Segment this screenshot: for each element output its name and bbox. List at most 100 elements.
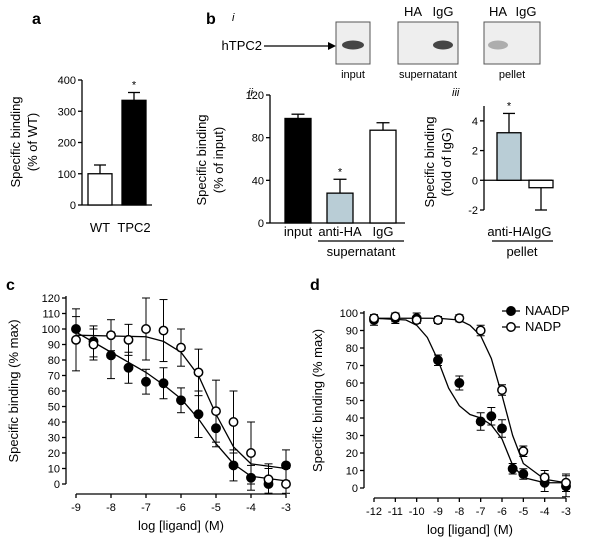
lane-label: input — [341, 69, 365, 81]
panel-label-a: a — [32, 11, 41, 28]
data-point-series-1 — [228, 417, 239, 427]
data-point-series-1 — [263, 474, 274, 485]
panel-label-d: d — [310, 277, 320, 294]
x-tick-label: -9 — [433, 506, 443, 518]
y-tick-label: 200 — [58, 138, 76, 150]
lane-header: IgG — [516, 4, 537, 19]
data-point-series-1 — [158, 325, 169, 336]
significance-star: * — [338, 166, 343, 178]
y-tick-label: 80 — [346, 343, 358, 355]
data-point-nadp — [369, 313, 379, 324]
band — [433, 40, 453, 50]
data-point-nadp — [411, 315, 422, 325]
y-tick-label: 90 — [346, 326, 358, 338]
band — [488, 40, 508, 50]
y-tick-label: 60 — [48, 386, 60, 398]
y-tick-label: 40 — [252, 175, 264, 187]
data-point-naadp — [486, 411, 497, 422]
data-point-series-0 — [228, 460, 239, 471]
y-tick-label: 40 — [48, 417, 60, 429]
y-tick-label: 0 — [258, 218, 264, 230]
x-tick-label: -12 — [366, 506, 382, 518]
y-tick-label: 120 — [42, 293, 60, 305]
data-point-series-1 — [71, 334, 81, 345]
x-axis-label: log [ligand] (M) — [138, 518, 224, 533]
y-tick-label: 80 — [48, 355, 60, 367]
category-label: WT — [90, 220, 110, 235]
x-tick-label: -6 — [497, 506, 507, 518]
category-label: anti-HA — [487, 224, 531, 239]
sub-label-ii: ii — [248, 87, 253, 99]
category-label: TPC2 — [117, 220, 150, 235]
panel-label-b: b — [206, 11, 216, 28]
y-tick-label: 80 — [252, 133, 264, 145]
y-axis-label: Specific binding (% max) — [6, 319, 21, 462]
y-tick-label: 90 — [48, 340, 60, 352]
y-tick-label: 10 — [48, 464, 60, 476]
data-point-series-1 — [193, 367, 204, 378]
data-point-series-0 — [123, 362, 134, 373]
lane-header: HA — [489, 4, 507, 19]
legend-entry-naadp: NAADP — [525, 303, 570, 318]
y-tick-label: -2 — [468, 205, 478, 217]
legend-marker — [506, 306, 516, 316]
data-point-naadp — [433, 355, 443, 366]
y-tick-label: 100 — [340, 308, 358, 320]
y-tick-label: 0 — [472, 175, 478, 187]
lane-header: IgG — [433, 4, 454, 19]
data-point-nadp — [475, 325, 486, 336]
y-tick-label: 0 — [352, 483, 358, 495]
data-point-series-0 — [158, 378, 169, 389]
y-tick-label: 50 — [346, 396, 358, 408]
x-tick-label: -9 — [71, 502, 81, 514]
data-point-series-1 — [123, 334, 134, 345]
arrow-head — [328, 42, 336, 50]
lane-label: supernatant — [399, 69, 457, 81]
data-point-series-1 — [176, 342, 186, 353]
data-point-series-0 — [193, 409, 204, 420]
data-point-series-1 — [106, 330, 116, 341]
y-tick-label: 50 — [48, 402, 60, 414]
y-tick-label: 70 — [48, 371, 60, 383]
panel-label-c: c — [6, 277, 15, 294]
y-axis-label-0: Specific binding — [194, 114, 209, 205]
data-point-series-1 — [88, 339, 99, 350]
x-tick-label: -3 — [561, 506, 571, 518]
bar-anti-HA — [496, 132, 522, 181]
bar-anti-HA — [326, 192, 354, 224]
y-tick-label: 0 — [54, 479, 60, 491]
significance-star: * — [507, 100, 512, 112]
y-axis-label-1: (% of WT) — [25, 113, 40, 172]
data-point-series-1 — [141, 324, 151, 334]
data-point-series-0 — [141, 376, 151, 387]
group-label: pellet — [506, 244, 537, 259]
bar-IgG — [528, 179, 554, 189]
data-point-naadp — [497, 423, 507, 434]
y-tick-label: 70 — [346, 361, 358, 373]
data-point-nadp — [561, 477, 571, 488]
y-tick-label: 30 — [346, 431, 358, 443]
x-tick-label: -7 — [141, 502, 151, 514]
data-point-naadp — [507, 463, 518, 474]
legend-entry-nadp: NADP — [525, 319, 561, 334]
x-axis-label: log [ligand] (M) — [427, 522, 513, 537]
legend-marker — [506, 322, 516, 332]
bar-input — [284, 117, 312, 224]
x-tick-label: -3 — [281, 502, 291, 514]
data-point-series-0 — [176, 395, 186, 406]
data-point-nadp — [390, 311, 401, 322]
x-tick-label: -8 — [106, 502, 116, 514]
x-tick-label: -5 — [518, 506, 528, 518]
category-label: input — [284, 224, 313, 239]
y-axis-label-0: Specific binding — [422, 116, 437, 207]
lane-label: pellet — [499, 69, 525, 81]
data-point-nadp — [497, 385, 507, 395]
band — [342, 40, 364, 50]
data-point-nadp — [433, 315, 443, 325]
y-tick-label: 20 — [48, 448, 60, 460]
y-tick-label: 4 — [472, 116, 478, 128]
y-tick-label: 300 — [58, 106, 76, 118]
y-tick-label: 30 — [48, 433, 60, 445]
y-tick-label: 10 — [346, 466, 358, 478]
group-label: supernatant — [327, 244, 396, 259]
